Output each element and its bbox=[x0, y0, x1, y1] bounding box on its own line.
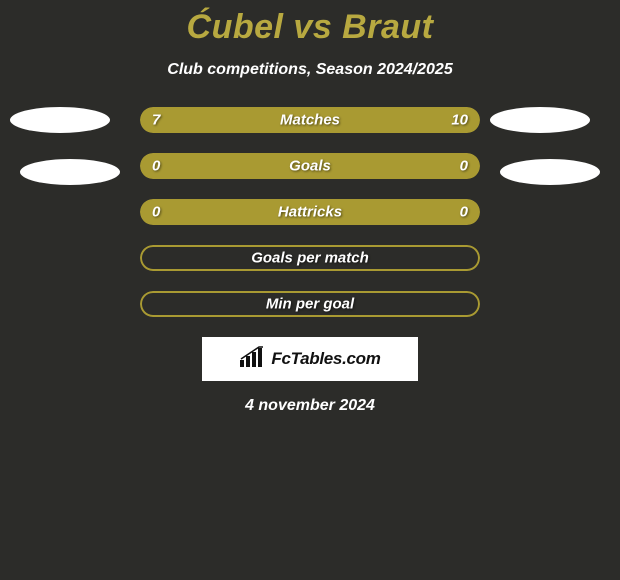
comparison-content: 710Matches 00Goals 00Hattricks Goals per ma… bbox=[0, 107, 620, 415]
brand-box: FcTables.com bbox=[202, 337, 418, 381]
side-ellipse bbox=[500, 159, 600, 185]
side-ellipse bbox=[20, 159, 120, 185]
stat-row: 00Hattricks bbox=[140, 199, 480, 225]
side-ellipse bbox=[10, 107, 110, 133]
stat-bar-outline bbox=[140, 245, 480, 271]
stat-bar-left bbox=[140, 199, 310, 225]
side-ellipse bbox=[490, 107, 590, 133]
stat-bar-left bbox=[140, 153, 310, 179]
stat-row: 00Goals bbox=[140, 153, 480, 179]
stat-bar-left bbox=[140, 107, 280, 133]
date-text: 4 november 2024 bbox=[0, 397, 620, 415]
page-title: Ćubel vs Braut bbox=[0, 0, 620, 47]
stat-bar-right bbox=[310, 199, 480, 225]
stat-bar-right bbox=[280, 107, 480, 133]
stat-bar-right bbox=[310, 153, 480, 179]
stat-row: Min per goal bbox=[140, 291, 480, 317]
brand-text: FcTables.com bbox=[271, 349, 380, 369]
stat-row: 710Matches bbox=[140, 107, 480, 133]
subtitle: Club competitions, Season 2024/2025 bbox=[0, 61, 620, 79]
stat-row: Goals per match bbox=[140, 245, 480, 271]
comparison-bars: 710Matches 00Goals 00Hattricks Goals per ma… bbox=[140, 107, 480, 317]
brand-chart-icon bbox=[239, 346, 265, 373]
stat-bar-outline bbox=[140, 291, 480, 317]
